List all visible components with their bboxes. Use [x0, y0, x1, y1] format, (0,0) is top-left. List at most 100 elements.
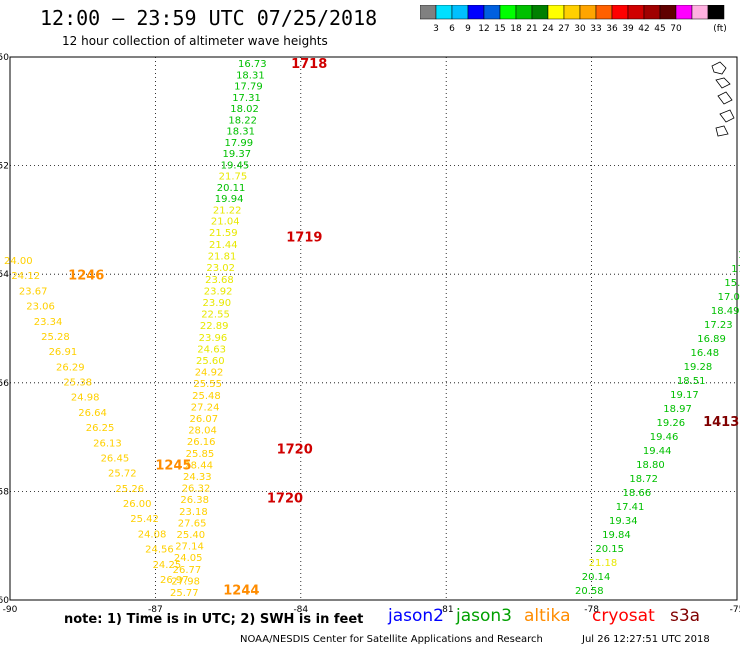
swh-value: 23.96: [199, 333, 228, 344]
wave-height-tracks: 16.7318.3117.7917.3118.0218.2218.3117.99…: [4, 59, 740, 599]
swh-value: 26.64: [78, 408, 107, 419]
swh-value: 24.98: [71, 393, 100, 404]
pass-label: 1246: [68, 269, 104, 284]
swh-value: 17.31: [232, 93, 261, 104]
y-tick-label: -52: [0, 162, 9, 172]
swh-value: 26.16: [187, 437, 216, 448]
swh-value: 19.17: [670, 390, 699, 401]
y-tick-label: -50: [0, 53, 9, 63]
swh-value: 18.66: [623, 488, 652, 499]
legend-label: 6: [449, 24, 455, 34]
y-tick-label: -54: [0, 270, 9, 280]
coastline: [711, 61, 735, 137]
legend-label: 45: [654, 24, 665, 34]
swh-value: 23.92: [204, 286, 233, 297]
swh-value: 25.72: [108, 469, 137, 480]
swh-value: 25.26: [115, 484, 144, 495]
swh-value: 18.02: [230, 104, 259, 115]
satellite-jason3: jason3: [456, 606, 512, 626]
x-tick-label: -78: [584, 605, 599, 615]
swh-value: 24.25: [153, 560, 182, 571]
swh-value: 27.14: [175, 542, 204, 553]
swh-value: 18.22: [228, 115, 257, 126]
legend-label: 21: [526, 24, 537, 34]
swh-value: 20.58: [575, 586, 604, 597]
swh-value: 25.85: [186, 449, 215, 460]
legend-label: 27: [558, 24, 569, 34]
legend-label: 70: [670, 24, 682, 34]
page-subtitle: 12 hour collection of altimeter wave hei…: [62, 34, 328, 48]
swh-value: 17.79: [234, 82, 263, 93]
legend-label: 12: [478, 24, 489, 34]
legend-label: 3: [433, 24, 439, 34]
swh-value: 27.98: [171, 576, 200, 587]
swh-value: 21.18: [589, 558, 618, 569]
swh-value: 25.60: [196, 356, 225, 367]
swh-value: 26.38: [180, 495, 209, 506]
swh-value: 23.68: [205, 275, 234, 286]
legend-label: 24: [542, 24, 554, 34]
swh-value: 19.44: [643, 446, 672, 457]
swh-value: 18.31: [236, 70, 265, 81]
swh-value: 26.97: [160, 575, 189, 586]
swh-value: 23.67: [19, 286, 48, 297]
legend-label: 9: [465, 24, 471, 34]
swh-value: 17.41: [616, 502, 645, 513]
swh-value: 18.97: [663, 404, 692, 415]
swh-value: 24.33: [183, 472, 212, 483]
swh-value: 22.89: [200, 321, 229, 332]
swh-value: 24.08: [138, 529, 167, 540]
swh-value: 18.72: [629, 474, 658, 485]
swh-value: 18.51: [677, 376, 706, 387]
swh-value: 17.23: [704, 320, 733, 331]
swh-value: 21.04: [211, 217, 240, 228]
pass-label: 1720: [277, 442, 313, 457]
swh-value: 24.05: [174, 553, 203, 564]
swh-value: 28.44: [184, 460, 213, 471]
swh-value: 25.77: [170, 588, 199, 599]
swh-value: 19.84: [602, 530, 631, 541]
swh-value: 15.93: [724, 278, 740, 289]
swh-value: 18.80: [636, 460, 665, 471]
x-tick-label: -81: [439, 605, 454, 615]
legend-label: 36: [606, 24, 618, 34]
swh-value: 25.42: [130, 514, 159, 525]
y-tick-label: -56: [0, 379, 9, 389]
y-tick-label: -58: [0, 487, 9, 497]
timestamp: Jul 26 12:27:51 UTC 2018: [582, 634, 710, 645]
swh-value: 17.05: [718, 292, 740, 303]
x-tick-label: -75: [730, 605, 740, 615]
x-tick-label: -87: [148, 605, 163, 615]
page-title: 12:00 – 23:59 UTC 07/25/2018: [40, 6, 378, 30]
swh-value: 17.89: [731, 264, 740, 275]
swh-value: 21.81: [208, 252, 237, 263]
x-tick-label: -84: [293, 605, 308, 615]
swh-value: 22.55: [201, 310, 230, 321]
swh-value: 19.45: [221, 160, 250, 171]
satellite-altika: altika: [524, 606, 571, 626]
swh-value: 24.92: [195, 368, 224, 379]
satellite-s3a: s3a: [670, 606, 701, 626]
swh-value: 18.21: [738, 250, 740, 261]
swh-value: 18.31: [226, 127, 255, 138]
swh-value: 25.40: [177, 530, 206, 541]
swh-value: 19.28: [684, 362, 713, 373]
satellite-jason2: jason2: [388, 606, 444, 626]
swh-value: 23.06: [26, 302, 55, 313]
swh-value: 26.91: [49, 347, 78, 358]
swh-value: 19.46: [650, 432, 679, 443]
swh-value: 24.12: [11, 271, 40, 282]
swh-value: 25.28: [41, 332, 70, 343]
legend-label: 15: [494, 24, 505, 34]
y-tick-label: -60: [0, 596, 9, 606]
legend-swatch: [707, 5, 725, 20]
swh-value: 17.99: [224, 138, 253, 149]
swh-value: 27.65: [178, 518, 207, 529]
swh-value: 25.48: [192, 391, 221, 402]
swh-value: 26.00: [123, 499, 152, 510]
swh-value: 16.73: [238, 59, 267, 70]
swh-value: 21.44: [209, 240, 238, 251]
swh-value: 23.34: [34, 317, 63, 328]
swh-value: 26.13: [93, 438, 122, 449]
